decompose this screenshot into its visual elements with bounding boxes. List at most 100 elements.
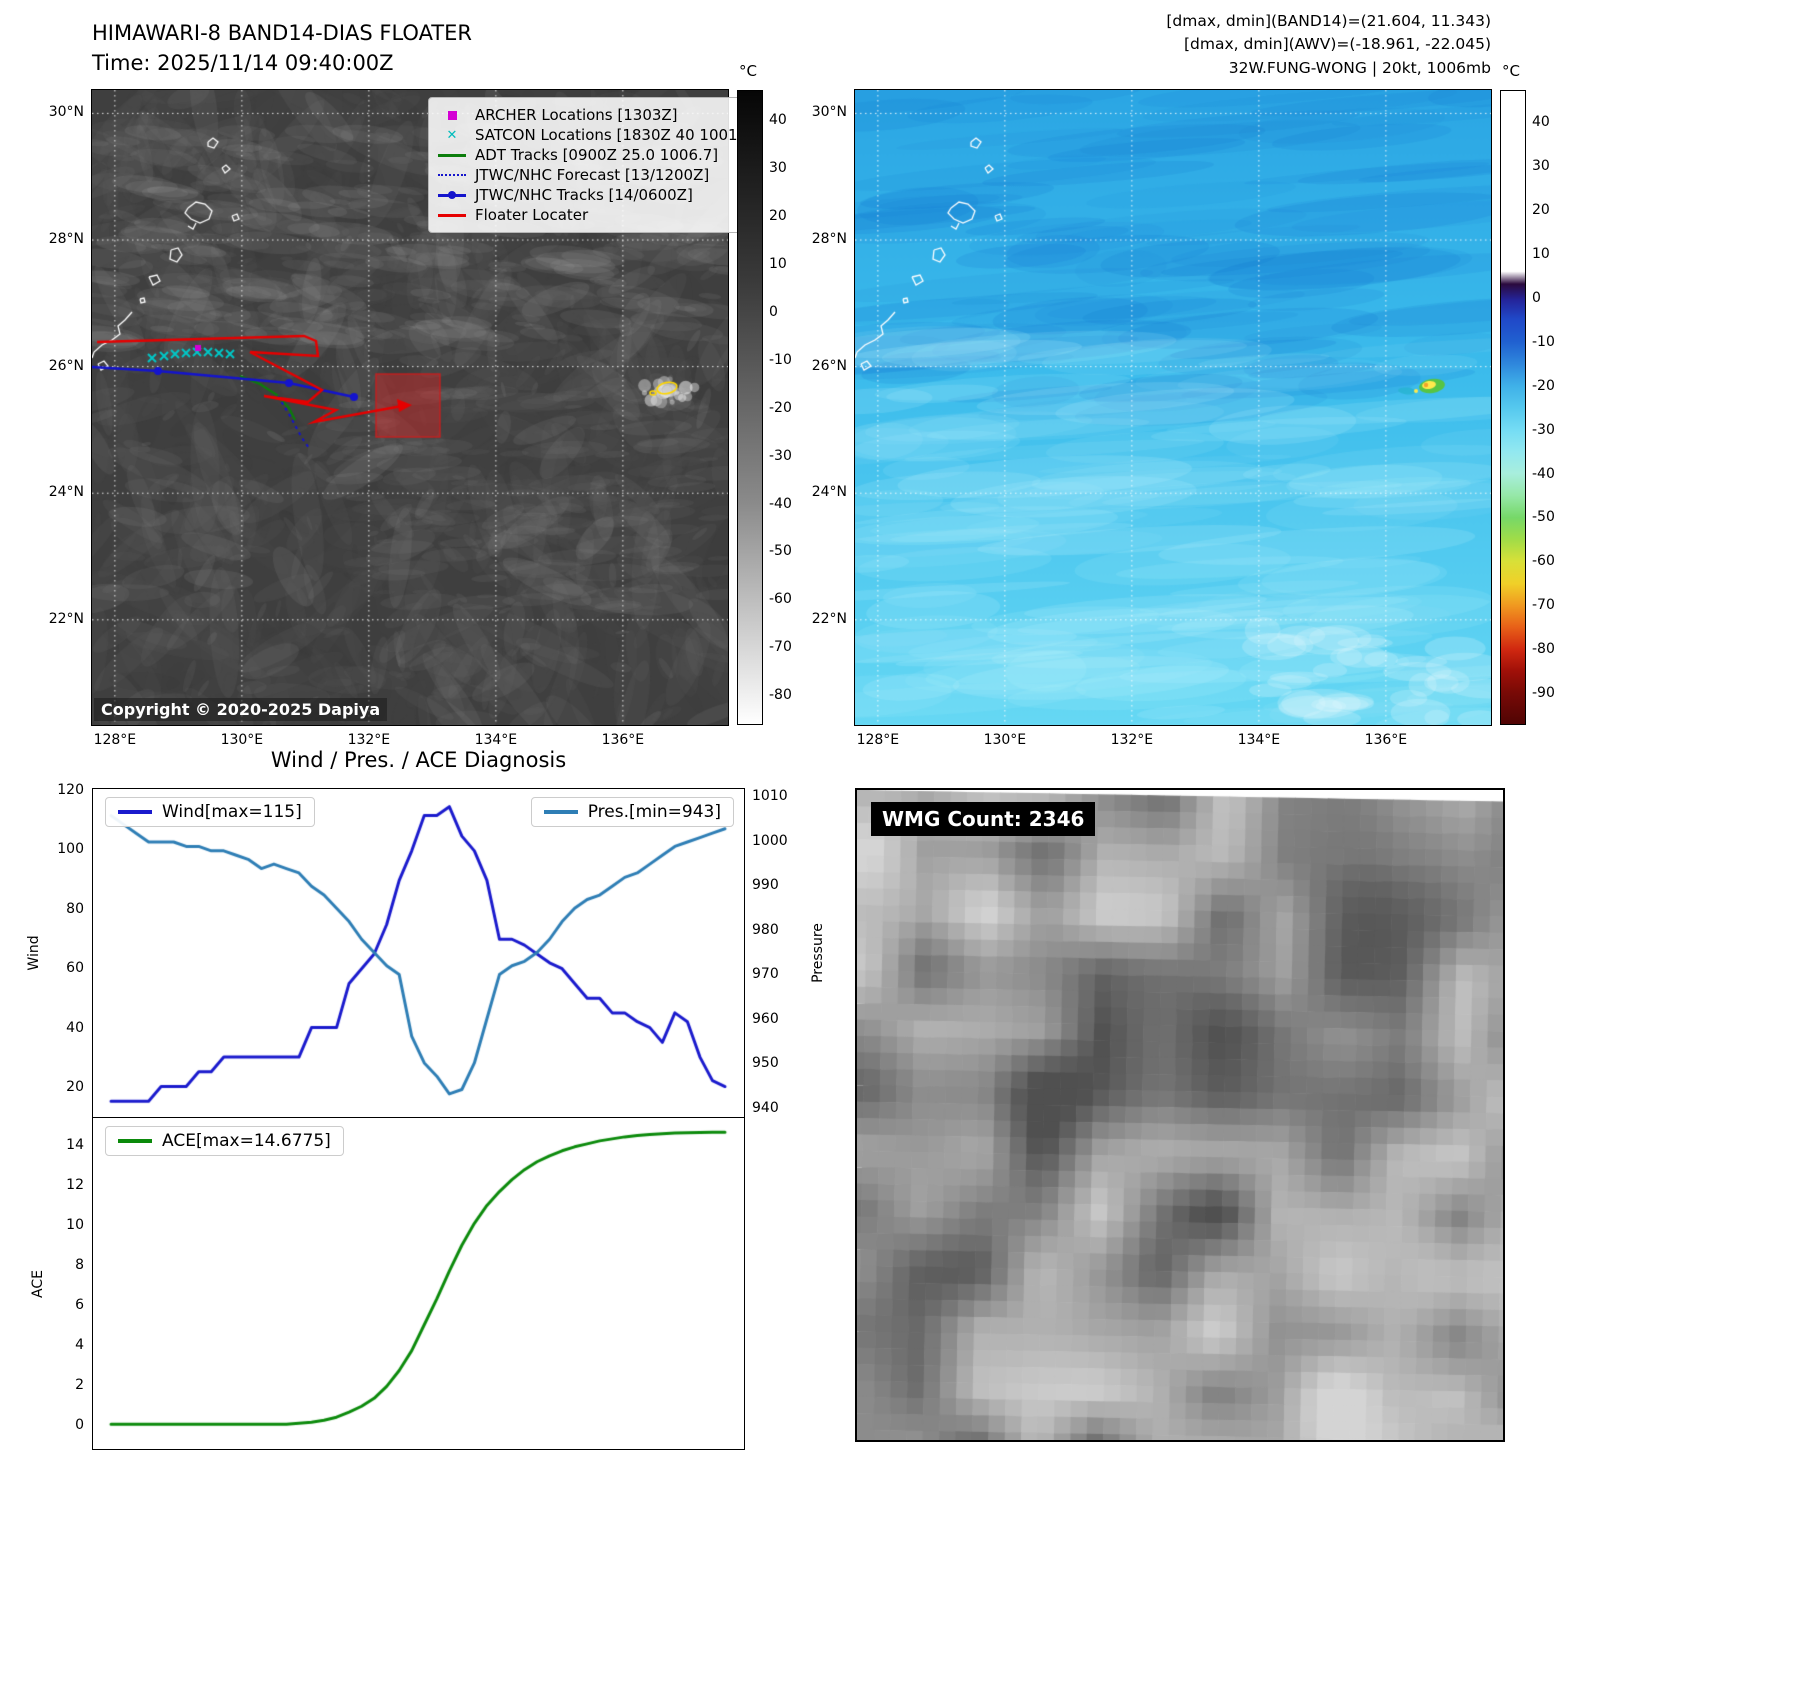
storm-info-line: 32W.FUNG-WONG | 20kt, 1006mb	[1228, 58, 1491, 77]
lon-tick-label: 134°E	[1237, 732, 1281, 748]
lat-tick-label: 22°N	[811, 610, 847, 627]
colorbar-tick-label: -50	[769, 543, 792, 560]
colorbar-tick-label: -20	[1532, 377, 1555, 394]
legend-label: SATCON Locations [1830Z 40 1001]	[475, 126, 744, 144]
ace-tick-label: 8	[75, 1257, 84, 1273]
band14-colorbar-unit: °C	[739, 62, 757, 80]
colorbar-tick-label: -30	[1532, 421, 1555, 438]
lon-tick-label: 132°E	[1110, 732, 1154, 748]
lon-tick-label: 128°E	[856, 732, 900, 748]
lat-tick-label: 30°N	[811, 104, 847, 121]
ace-tick-label: 4	[75, 1337, 84, 1353]
lat-tick-label: 28°N	[48, 231, 84, 248]
colorbar-tick-label: 40	[1532, 113, 1550, 130]
line-dot-marker-icon	[437, 191, 467, 199]
lat-tick-label: 28°N	[811, 231, 847, 248]
wind-tick-label: 80	[66, 900, 84, 917]
diagnosis-title: Wind / Pres. / ACE Diagnosis	[270, 748, 567, 772]
square-marker-icon	[437, 110, 467, 120]
ace-tick-label: 0	[75, 1417, 84, 1433]
awv-header-line2: [dmax, dmin](AWV)=(-18.961, -22.045)	[1184, 35, 1491, 54]
wind-axis-label: Wind	[26, 935, 42, 971]
colorbar-tick-label: -40	[769, 495, 792, 512]
ace-plot-area	[93, 1118, 743, 1448]
awv-colorbar-unit: °C	[1502, 62, 1520, 80]
legend-item: Floater Locater	[437, 205, 743, 225]
ace-tick-label: 2	[75, 1377, 84, 1393]
colorbar-tick-label: -20	[769, 399, 792, 416]
colorbar-tick-label: -50	[1532, 509, 1555, 526]
ace-chart: ACE[max=14.6775]	[92, 1118, 745, 1450]
ace-line-swatch	[118, 1139, 152, 1143]
wind-line-swatch	[118, 810, 152, 814]
ace-axis-label: ACE	[30, 1270, 46, 1298]
awv-colorbar	[1500, 90, 1526, 725]
wind-tick-label: 40	[66, 1019, 84, 1036]
wmg-pixel-image	[857, 790, 1503, 1440]
lat-tick-label: 26°N	[48, 357, 84, 374]
pressure-legend-label: Pres.[min=943]	[587, 802, 721, 822]
lon-tick-label: 132°E	[347, 732, 391, 748]
x-marker-icon: ✕	[446, 127, 458, 143]
band14-legend: ARCHER Locations [1303Z] ✕ SATCON Location…	[428, 97, 755, 233]
lat-tick-label: 26°N	[811, 357, 847, 374]
pressure-tick-label: 960	[752, 1010, 779, 1027]
lon-tick-label: 136°E	[601, 732, 645, 748]
lat-tick-label: 22°N	[48, 610, 84, 627]
band14-panel-title: HIMAWARI-8 BAND14-DIAS FLOATER Time: 202…	[92, 18, 472, 79]
colorbar-tick-label: -10	[1532, 333, 1555, 350]
colorbar-tick-label: 10	[1532, 245, 1550, 262]
lat-tick-label: 24°N	[811, 484, 847, 501]
colorbar-tick-label: -40	[1532, 465, 1555, 482]
colorbar-tick-label: 0	[769, 303, 778, 320]
wmg-panel: WMG Count: 2346	[855, 788, 1505, 1442]
pressure-legend: Pres.[min=943]	[530, 797, 734, 827]
colorbar-tick-label: 30	[1532, 157, 1550, 174]
lon-tick-label: 134°E	[474, 732, 518, 748]
wind-tick-label: 120	[57, 781, 84, 798]
colorbar-tick-label: -90	[1532, 685, 1555, 702]
legend-label: JTWC/NHC Tracks [14/0600Z]	[475, 186, 693, 204]
pressure-tick-label: 1000	[752, 832, 788, 849]
colorbar-tick-label: -30	[769, 447, 792, 464]
ace-tick-label: 6	[75, 1297, 84, 1313]
wind-legend-label: Wind[max=115]	[162, 802, 302, 822]
wind-pressure-chart: Wind[max=115] Pres.[min=943]	[92, 788, 745, 1118]
pressure-axis-label: Pressure	[810, 923, 826, 983]
colorbar-tick-label: 0	[1532, 289, 1541, 306]
copyright-label: Copyright © 2020-2025 Dapiya	[94, 698, 388, 721]
lon-tick-label: 130°E	[220, 732, 264, 748]
ace-legend-label: ACE[max=14.6775]	[162, 1131, 331, 1151]
lat-tick-label: 24°N	[48, 484, 84, 501]
colorbar-tick-label: -80	[1532, 641, 1555, 658]
wind-tick-label: 60	[66, 960, 84, 977]
awv-satellite-image	[855, 90, 1491, 725]
legend-item: ✕ SATCON Locations [1830Z 40 1001]	[437, 125, 744, 145]
colorbar-tick-label: 20	[1532, 201, 1550, 218]
band14-time: Time: 2025/11/14 09:40:00Z	[92, 51, 394, 76]
pressure-tick-label: 980	[752, 921, 779, 938]
pressure-tick-label: 950	[752, 1055, 779, 1072]
wind-pressure-plot-area	[93, 789, 743, 1116]
legend-item: ADT Tracks [0900Z 25.0 1006.7]	[437, 145, 743, 165]
lat-tick-label: 30°N	[48, 104, 84, 121]
colorbar-tick-label: 20	[769, 208, 787, 224]
ace-tick-label: 12	[66, 1177, 84, 1193]
colorbar-tick-label: -60	[769, 591, 792, 608]
ace-legend: ACE[max=14.6775]	[105, 1126, 344, 1156]
colorbar-tick-label: 10	[769, 255, 787, 272]
colorbar-tick-label: 40	[769, 112, 787, 129]
wind-tick-label: 20	[66, 1079, 84, 1096]
line-marker-icon	[437, 213, 467, 217]
colorbar-tick-label: 30	[769, 160, 787, 177]
lon-tick-label: 128°E	[93, 732, 137, 748]
dotted-marker-icon	[437, 174, 467, 176]
ace-tick-label: 14	[66, 1137, 84, 1153]
awv-header-line1: [dmax, dmin](BAND14)=(21.604, 11.343)	[1166, 12, 1491, 30]
lon-tick-label: 130°E	[983, 732, 1027, 748]
band14-title: HIMAWARI-8 BAND14-DIAS FLOATER	[92, 21, 472, 45]
awv-map	[854, 89, 1492, 726]
legend-item: JTWC/NHC Tracks [14/0600Z]	[437, 185, 743, 205]
pressure-tick-label: 970	[752, 966, 779, 983]
